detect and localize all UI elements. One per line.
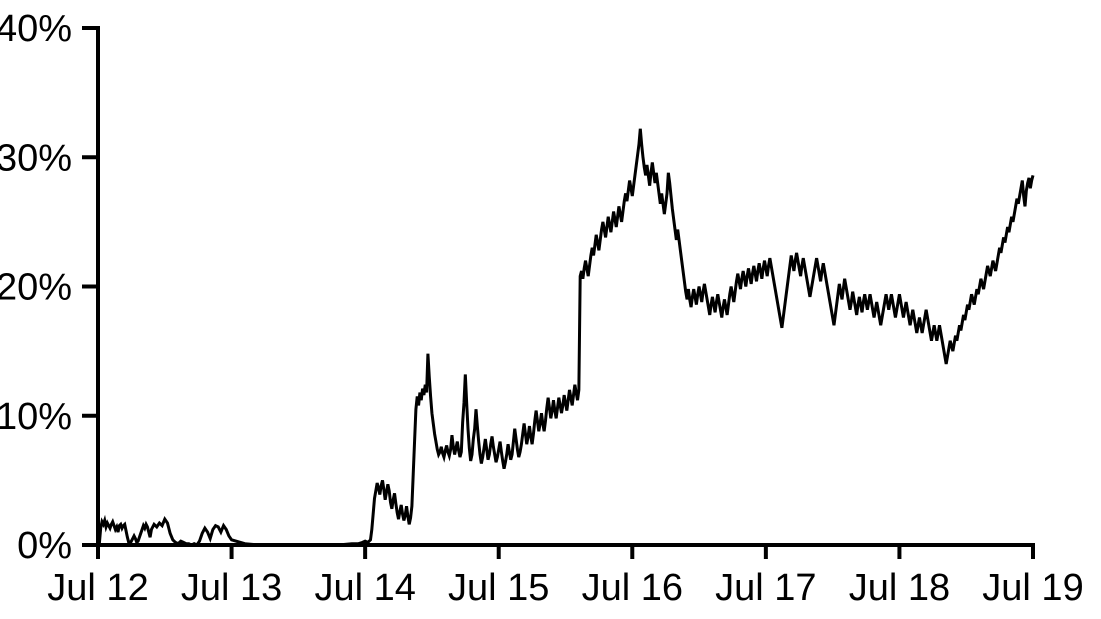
x-tick-label-jul-16: Jul 16 [582, 567, 683, 609]
x-tick-label-jul-12: Jul 12 [47, 567, 148, 609]
y-tick-label-40%: 40% [0, 8, 72, 50]
x-tick-label-jul-15: Jul 15 [448, 567, 549, 609]
x-tick-label-jul-17: Jul 17 [715, 567, 816, 609]
data-series-line [96, 128, 1035, 547]
x-tick-label-jul-14: Jul 14 [314, 567, 415, 609]
y-tick-label-30%: 30% [0, 137, 72, 179]
y-tick-label-20%: 20% [0, 267, 72, 309]
x-tick-label-jul-13: Jul 13 [181, 567, 282, 609]
y-axis-ticks [82, 26, 98, 547]
y-tick-label-0%: 0% [17, 525, 72, 567]
y-axis-tick-labels: 0% 10% 20% 30% 40% [0, 8, 72, 567]
x-axis-tick-labels: Jul 12 Jul 13 Jul 14 Jul 15 Jul 16 Jul 17 Jul … [47, 567, 1083, 609]
y-tick-label-10%: 10% [0, 396, 72, 438]
x-tick-label-jul-18: Jul 18 [849, 567, 950, 609]
x-axis-ticks [96, 545, 1035, 559]
x-tick-label-jul-19: Jul 19 [982, 567, 1083, 609]
